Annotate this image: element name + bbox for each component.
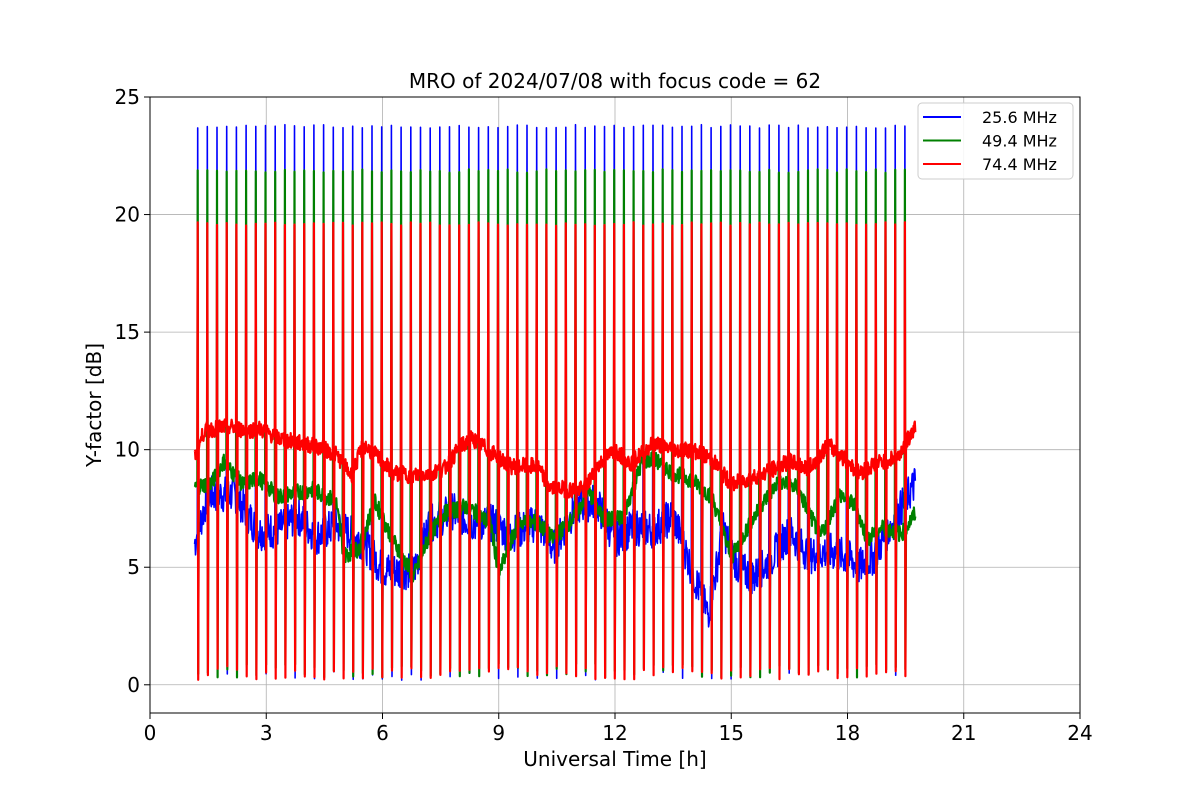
y-tick-label: 25 (115, 85, 140, 109)
y-axis-label: Y-factor [dB] (82, 343, 106, 468)
legend-label: 25.6 MHz (982, 108, 1057, 127)
axis-ticks: 0 3 6 9 12 15 18 21 24 0 5 10 15 20 25 (115, 85, 1093, 745)
x-tick-label: 6 (376, 721, 389, 745)
chart-title: MRO of 2024/07/08 with focus code = 62 (409, 69, 821, 93)
x-tick-label: 18 (835, 721, 860, 745)
x-tick-label: 3 (260, 721, 273, 745)
x-tick-label: 21 (951, 721, 976, 745)
x-tick-label: 9 (492, 721, 505, 745)
x-tick-label: 15 (719, 721, 744, 745)
legend-box (917, 102, 1074, 180)
legend-label: 74.4 MHz (982, 155, 1057, 174)
x-tick-label: 24 (1067, 721, 1092, 745)
y-tick-label: 5 (127, 555, 140, 579)
y-tick-label: 0 (127, 673, 140, 697)
series-line-3 (193, 221, 917, 681)
series-layer (193, 123, 917, 681)
y-tick-label: 10 (115, 438, 140, 462)
x-tick-label: 0 (144, 721, 157, 745)
legend: 25.6 MHz 49.4 MHz 74.4 MHz (917, 102, 1074, 180)
x-axis-label: Universal Time [h] (523, 747, 706, 771)
legend-label: 49.4 MHz (982, 132, 1057, 151)
y-tick-label: 15 (115, 320, 140, 344)
y-tick-label: 20 (115, 203, 140, 227)
x-tick-label: 12 (602, 721, 627, 745)
